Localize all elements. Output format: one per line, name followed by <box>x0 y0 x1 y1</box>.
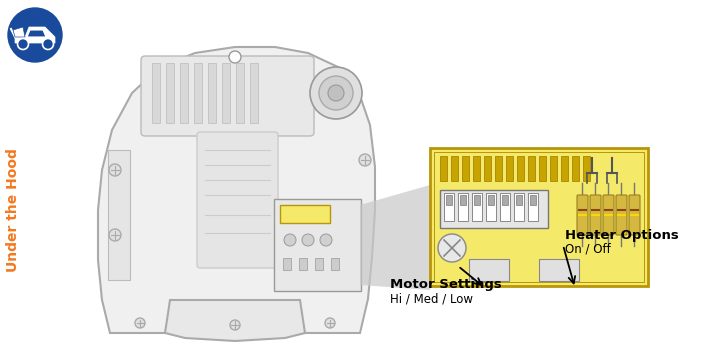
Circle shape <box>284 234 296 246</box>
Bar <box>528 156 535 181</box>
Text: Hi / Med / Low: Hi / Med / Low <box>390 292 473 305</box>
Bar <box>222 63 230 123</box>
Polygon shape <box>360 185 430 290</box>
Text: Under the Hood: Under the Hood <box>6 148 20 272</box>
FancyBboxPatch shape <box>469 259 509 281</box>
Circle shape <box>135 318 145 328</box>
Circle shape <box>109 164 121 176</box>
Bar <box>315 258 323 270</box>
FancyBboxPatch shape <box>539 259 579 281</box>
Bar <box>446 195 452 205</box>
Circle shape <box>438 234 466 262</box>
Text: Motor Settings: Motor Settings <box>390 278 502 291</box>
Polygon shape <box>98 47 375 333</box>
Bar <box>488 195 494 205</box>
Bar <box>516 195 522 205</box>
Polygon shape <box>27 30 46 37</box>
Bar <box>486 193 496 221</box>
Circle shape <box>42 39 53 50</box>
Circle shape <box>328 85 344 101</box>
Bar <box>484 156 491 181</box>
Bar <box>430 148 648 286</box>
Bar <box>474 195 480 205</box>
Bar <box>458 193 468 221</box>
Bar <box>250 63 258 123</box>
Bar <box>180 63 188 123</box>
FancyBboxPatch shape <box>197 132 278 268</box>
Bar <box>460 195 466 205</box>
Bar <box>473 156 480 181</box>
Circle shape <box>310 67 362 119</box>
Bar <box>506 156 513 181</box>
Polygon shape <box>15 27 55 43</box>
FancyBboxPatch shape <box>616 195 627 235</box>
FancyBboxPatch shape <box>280 205 330 223</box>
Bar <box>550 156 557 181</box>
Circle shape <box>8 8 62 62</box>
Bar <box>530 195 536 205</box>
Bar <box>331 258 339 270</box>
Bar <box>572 156 579 181</box>
Bar <box>152 63 160 123</box>
Circle shape <box>17 39 29 50</box>
Bar <box>583 156 590 181</box>
Bar <box>495 156 502 181</box>
Bar <box>236 63 244 123</box>
Bar <box>539 156 546 181</box>
Bar <box>444 193 454 221</box>
Circle shape <box>302 234 314 246</box>
FancyBboxPatch shape <box>603 195 614 235</box>
Bar <box>517 156 524 181</box>
Circle shape <box>359 154 371 166</box>
Circle shape <box>229 51 241 63</box>
Text: Heater Options: Heater Options <box>565 229 679 242</box>
FancyBboxPatch shape <box>590 195 601 235</box>
Bar <box>283 258 291 270</box>
Polygon shape <box>13 27 25 37</box>
Polygon shape <box>165 300 305 341</box>
FancyBboxPatch shape <box>577 195 588 235</box>
Bar <box>472 193 482 221</box>
Bar <box>299 258 307 270</box>
Circle shape <box>319 76 353 110</box>
Bar <box>434 152 644 282</box>
Circle shape <box>230 320 240 330</box>
Polygon shape <box>108 150 130 280</box>
Bar <box>500 193 510 221</box>
Bar <box>502 195 508 205</box>
Bar <box>194 63 202 123</box>
FancyBboxPatch shape <box>274 199 361 291</box>
Bar <box>514 193 524 221</box>
Bar <box>208 63 216 123</box>
Bar <box>440 190 548 228</box>
Bar <box>440 156 447 181</box>
Circle shape <box>109 229 121 241</box>
FancyBboxPatch shape <box>629 195 640 235</box>
Bar <box>462 156 469 181</box>
FancyBboxPatch shape <box>141 56 314 136</box>
Bar <box>451 156 458 181</box>
Circle shape <box>320 234 332 246</box>
Bar <box>561 156 568 181</box>
Text: On / Off: On / Off <box>565 243 611 256</box>
Bar <box>528 193 538 221</box>
Circle shape <box>325 318 335 328</box>
Bar <box>166 63 174 123</box>
